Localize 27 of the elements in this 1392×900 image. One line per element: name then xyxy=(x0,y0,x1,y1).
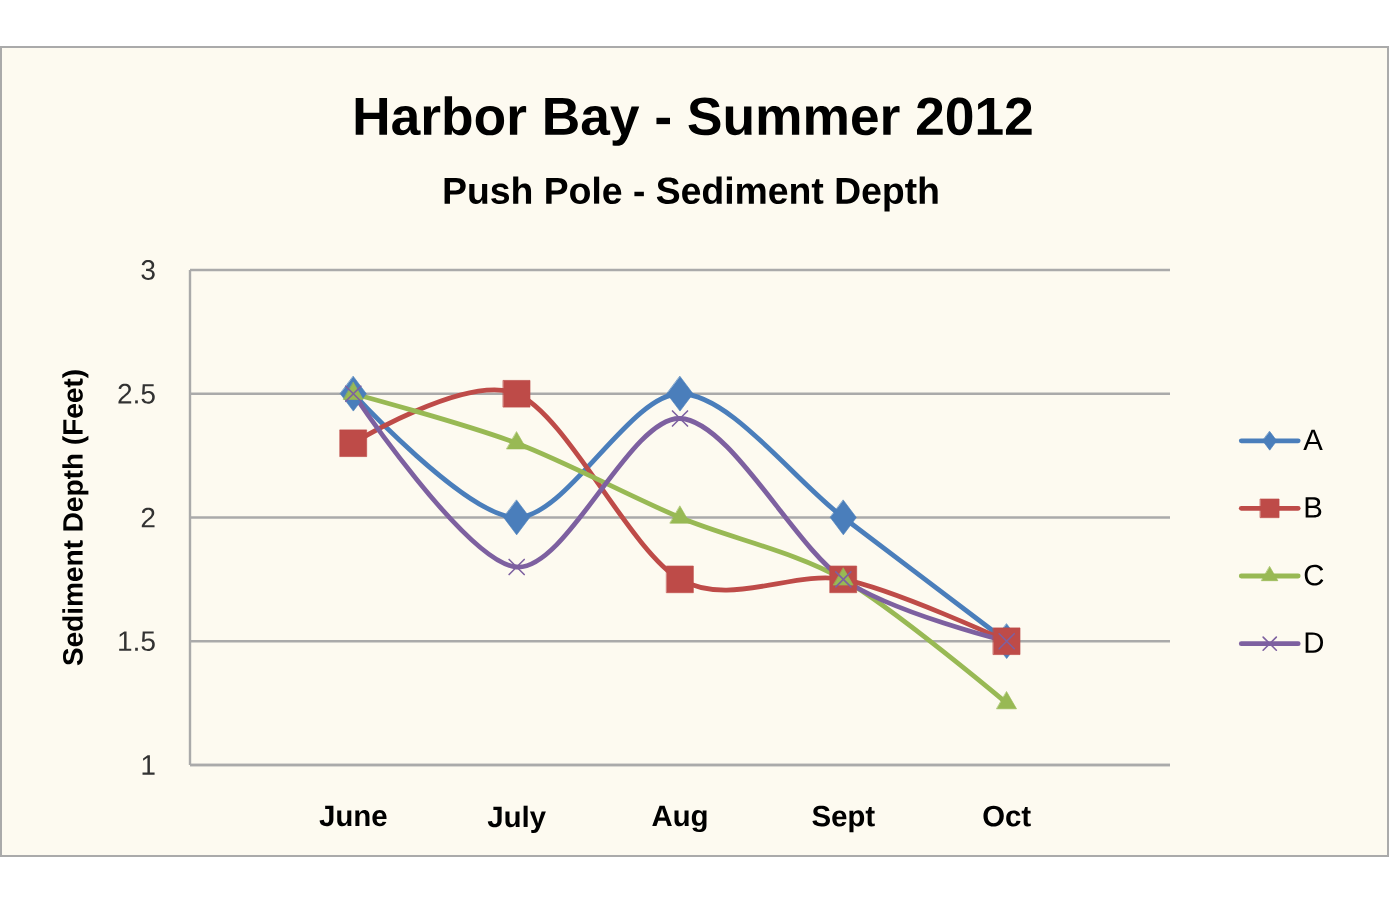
chart-subtitle: Push Pole - Sediment Depth xyxy=(444,176,938,212)
point xyxy=(508,558,526,576)
point xyxy=(666,376,694,412)
point xyxy=(339,429,368,457)
point xyxy=(666,565,694,594)
x-tick-label: Oct xyxy=(983,805,1031,827)
y-tick-label: 2.5 xyxy=(118,383,155,404)
x-tick-label: Aug xyxy=(652,805,707,833)
point xyxy=(671,410,689,427)
legend-label: A xyxy=(1303,429,1323,450)
x-tick-label: July xyxy=(487,805,546,834)
y-tick-label: 3 xyxy=(141,260,155,280)
legend-label: B xyxy=(1305,497,1322,518)
point xyxy=(830,499,857,536)
legend-label: C xyxy=(1304,564,1324,586)
chart-title: Harbor Bay - Summer 2012 xyxy=(355,96,1032,146)
point xyxy=(503,380,531,408)
y-axis-title: Sediment Depth (Feet) xyxy=(62,370,89,666)
point xyxy=(834,571,852,588)
legend-label: D xyxy=(1305,632,1324,653)
y-tick-label: 1.5 xyxy=(119,631,155,652)
x-tick-label: Sept xyxy=(812,805,875,833)
point xyxy=(998,632,1016,650)
x-tick-label: June xyxy=(319,805,387,827)
point xyxy=(503,499,531,536)
y-tick-label: 2 xyxy=(141,507,155,528)
y-tick-label: 1 xyxy=(142,755,155,775)
